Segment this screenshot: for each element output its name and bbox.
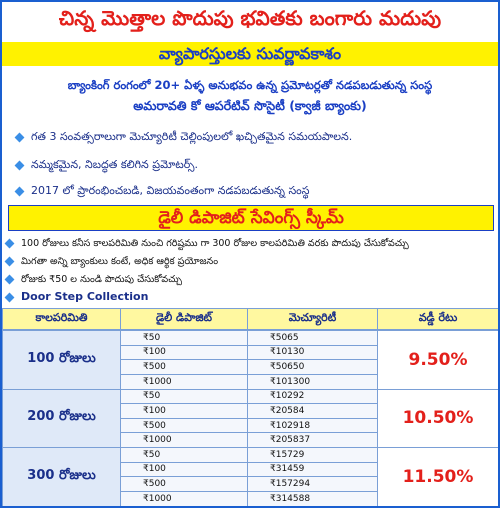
deposit-cell: ₹100 (120, 403, 248, 419)
rate-cell: 10.50% (377, 388, 498, 448)
highlight: గత 3 సంవత్సరాలుగా మెచ్యూరిటీ చెల్లింపులల… (16, 130, 352, 146)
maturity-cell: ₹205837 (247, 432, 378, 448)
intro-line: బ్యాంకింగ్ రంగంలో 20+ ఏళ్ళ అనుభవం ఉన్న ప… (67, 78, 433, 92)
deposit-cell: ₹500 (120, 359, 248, 375)
rate-table: కాలపరిమితి డైలీ డిపాజిట్ మెచ్యూరిటీ వడ్డీ ర… (2, 308, 498, 506)
deposit-cell: ₹1000 (120, 432, 248, 448)
deposit-cell: ₹50 (120, 447, 248, 463)
period-cell: 100 రోజులు (2, 330, 121, 390)
period-cell: 300 రోజులు (2, 447, 121, 506)
column-header: కాలపరిమితి (2, 308, 121, 330)
maturity-cell: ₹31459 (247, 461, 378, 478)
deposit-cell: ₹500 (120, 476, 248, 492)
feature: Door Step Collection (6, 290, 148, 303)
maturity-cell: ₹314588 (247, 490, 378, 506)
rate-cell: 11.50% (377, 447, 498, 506)
maturity-cell: ₹5065 (247, 330, 378, 346)
column-header: వడ్డీ రేటు (377, 308, 498, 330)
subtitle: వ్యాపారస్తులకు సువర్ణావకాశం (2, 42, 498, 66)
intro-line: అమరావతి కో ఆపరేటివ్ సొసైటీ (క్వాజీ బ్యాం… (133, 98, 367, 113)
deposit-cell: ₹50 (120, 388, 248, 405)
feature: మిగతా అన్ని బ్యాంకులు కంటే, అధిక ఆర్థిక … (6, 256, 218, 269)
column-header: డైలీ డిపాజిట్ (120, 308, 248, 330)
title: చిన్న మొత్తాల పొదుపు భవితకు బంగారు మదుపు (58, 6, 442, 30)
deposit-cell: ₹50 (120, 330, 248, 346)
maturity-cell: ₹10130 (247, 344, 378, 361)
maturity-cell: ₹101300 (247, 373, 378, 390)
period-cell: 200 రోజులు (2, 388, 121, 448)
deposit-cell: ₹100 (120, 461, 248, 478)
maturity-cell: ₹157294 (247, 476, 378, 492)
deposit-cell: ₹1000 (120, 490, 248, 506)
maturity-cell: ₹20584 (247, 403, 378, 419)
maturity-cell: ₹10292 (247, 388, 378, 405)
deposit-cell: ₹100 (120, 344, 248, 361)
highlight: నమ్మకమైన, నిబద్ధత కలిగిన ప్రమోటర్స్. (16, 158, 198, 174)
maturity-cell: ₹102918 (247, 417, 378, 434)
maturity-cell: ₹50650 (247, 359, 378, 375)
scheme-title: డైలీ డిపాజిట్ సేవింగ్స్ స్కీమ్ (8, 205, 494, 231)
feature: రోజుకు ₹50 ల నుండి పొదుపు చేసుకోవచ్చు (6, 274, 182, 287)
deposit-cell: ₹1000 (120, 373, 248, 390)
feature: 100 రోజులు కనీస కాలపరిమితి నుంచి గరిష్టమ… (6, 238, 409, 251)
column-header: మెచ్యూరిటీ (247, 308, 378, 330)
highlight: 2017 లో ప్రారంభించబడి, విజయవంతంగా నడపబడు… (16, 184, 309, 200)
deposit-cell: ₹500 (120, 417, 248, 434)
maturity-cell: ₹15729 (247, 447, 378, 463)
rate-cell: 9.50% (377, 330, 498, 390)
